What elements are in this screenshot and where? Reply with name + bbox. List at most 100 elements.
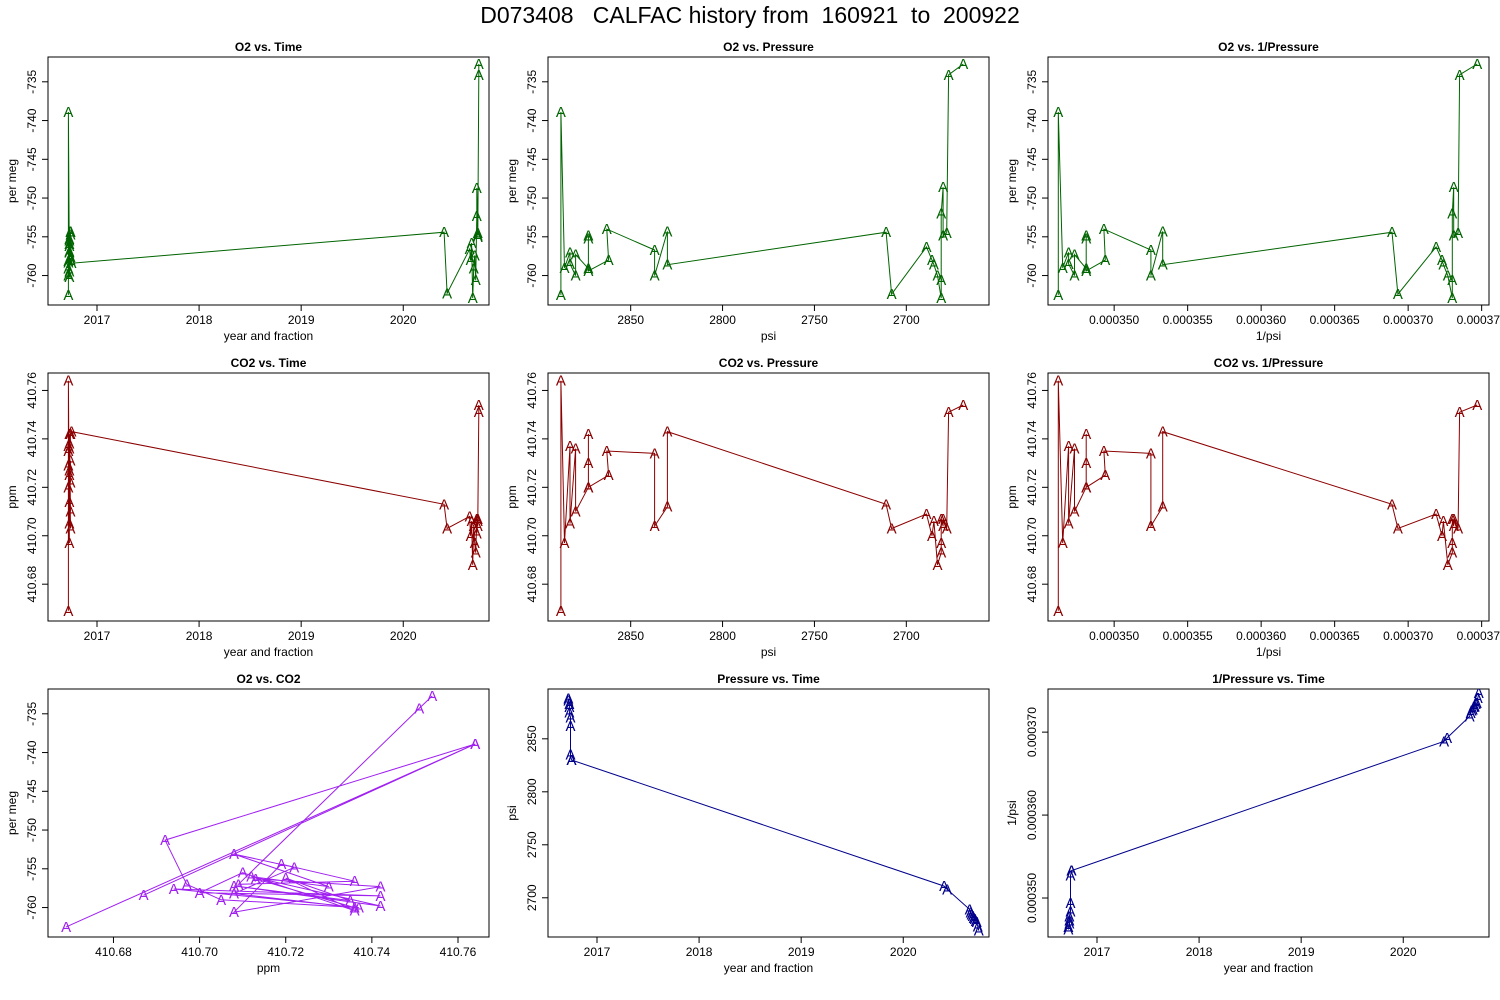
data-point-marker: A (1449, 518, 1459, 535)
data-point-marker: A (1066, 863, 1076, 880)
y-tick-label: 2800 (525, 778, 539, 805)
chart-title: 1/Pressure vs. Time (1212, 672, 1325, 686)
x-tick-label: 410.72 (267, 945, 304, 959)
data-point-marker: A (63, 479, 73, 496)
data-point-marker: A (1469, 699, 1479, 716)
y-axis-label: per meg (5, 791, 19, 835)
x-tick-label: 2700 (893, 313, 920, 327)
chart-panel: O2 vs. 1/Pressure 0.000350 0.000355 0.00036… (1005, 40, 1500, 343)
plot-frame (1047, 56, 1490, 306)
data-point-marker: A (472, 511, 482, 528)
y-tick-label: 410.70 (525, 517, 539, 554)
y-tick-label: -745 (1025, 147, 1039, 171)
data-point-marker: A (466, 252, 476, 269)
data-point-marker: A (65, 227, 75, 244)
data-point-marker: A (465, 508, 475, 525)
data-point-marker: A (565, 747, 575, 764)
y-axis-label: per meg (5, 159, 19, 203)
data-point-marker: A (470, 736, 480, 753)
data-point-marker: A (66, 424, 76, 441)
data-point-marker: A (1438, 513, 1448, 530)
data-point-marker: A (1474, 685, 1484, 702)
y-tick-label: -760 (25, 895, 39, 919)
data-point-marker: A (65, 249, 75, 266)
y-axis-label: per meg (1005, 159, 1019, 203)
data-point-marker: A (583, 227, 593, 244)
data-point-marker: A (887, 286, 897, 303)
data-point-marker: A (61, 919, 71, 936)
data-point-marker: A (469, 261, 479, 278)
x-axis-label: 1/psi (1256, 329, 1281, 343)
data-point-marker: A (583, 261, 593, 278)
data-point-marker: A (1387, 224, 1397, 241)
data-point-marker: A (139, 887, 149, 904)
data-point-marker: A (65, 504, 75, 521)
data-point-marker: A (602, 221, 612, 238)
data-point-marker: A (470, 535, 480, 552)
data-point-marker: A (472, 525, 482, 542)
x-tick-label: 2018 (686, 945, 713, 959)
x-tick-label: 2018 (186, 313, 213, 327)
data-point-marker: A (1439, 733, 1449, 750)
y-tick-label: -755 (525, 224, 539, 248)
data-point-marker: A (958, 56, 968, 73)
data-point-marker: A (566, 752, 576, 769)
data-point-marker: A (350, 900, 360, 917)
data-point-marker: A (936, 206, 946, 223)
chart-title: Pressure vs. Time (717, 672, 820, 686)
data-point-marker: A (1100, 467, 1110, 484)
data-point-marker: A (63, 373, 73, 390)
data-point-marker: A (1066, 863, 1076, 880)
data-point-marker: A (662, 499, 672, 516)
data-point-marker: A (229, 886, 239, 903)
data-point-marker: A (64, 236, 74, 253)
data-point-marker: A (64, 233, 74, 250)
data-point-marker: A (1081, 479, 1091, 496)
data-point-marker: A (662, 257, 672, 274)
x-tick-label: 2017 (84, 629, 111, 643)
plot-frame (547, 688, 990, 938)
data-point-marker: A (466, 528, 476, 545)
data-point-marker: A (927, 528, 937, 545)
data-point-marker: A (1064, 256, 1074, 273)
data-point-marker: A (1064, 916, 1074, 933)
x-tick-label: 2019 (1288, 945, 1315, 959)
data-point-marker: A (1158, 499, 1168, 516)
data-point-marker: A (936, 290, 946, 307)
y-tick-label: -760 (25, 263, 39, 287)
data-point-marker: A (559, 260, 569, 277)
data-point-marker: A (564, 696, 574, 713)
data-point-marker: A (938, 179, 948, 196)
data-point-marker: A (471, 545, 481, 562)
data-point-marker: A (564, 704, 574, 721)
data-point-marker: A (1081, 230, 1091, 247)
y-tick-label: 410.74 (525, 420, 539, 457)
y-tick-label: -760 (1025, 263, 1039, 287)
data-point-marker: A (1065, 895, 1075, 912)
chart-panel: O2 vs. CO2 410.68 410.70 410.72 410.74 410.76… (5, 672, 490, 975)
data-point-marker: A (63, 458, 73, 475)
x-tick-label: 2017 (1084, 945, 1111, 959)
data-point-marker: A (64, 535, 74, 552)
data-point-marker: A (467, 235, 477, 252)
data-point-marker: A (63, 603, 73, 620)
x-tick-label: 410.70 (181, 945, 218, 959)
x-tick-label: 2018 (1186, 945, 1213, 959)
data-point-marker: A (469, 518, 479, 535)
data-point-marker: A (1472, 695, 1482, 712)
chart-panel: 1/Pressure vs. Time 2017 2018 2019 2020 0.000… (1005, 672, 1490, 975)
data-point-marker: A (942, 521, 952, 538)
x-tick-label: 0.000355 (1163, 313, 1213, 327)
data-point-marker: A (1393, 286, 1403, 303)
series-line (67, 64, 480, 299)
data-point-marker: A (1442, 730, 1452, 747)
data-point-marker: A (938, 227, 948, 244)
data-point-marker: A (169, 881, 179, 898)
chart-panel: O2 vs. Time 2017 2018 2019 2020 -760 -755 -750 -… (5, 40, 490, 343)
data-point-marker: A (65, 475, 75, 492)
data-point-marker: A (473, 511, 483, 528)
